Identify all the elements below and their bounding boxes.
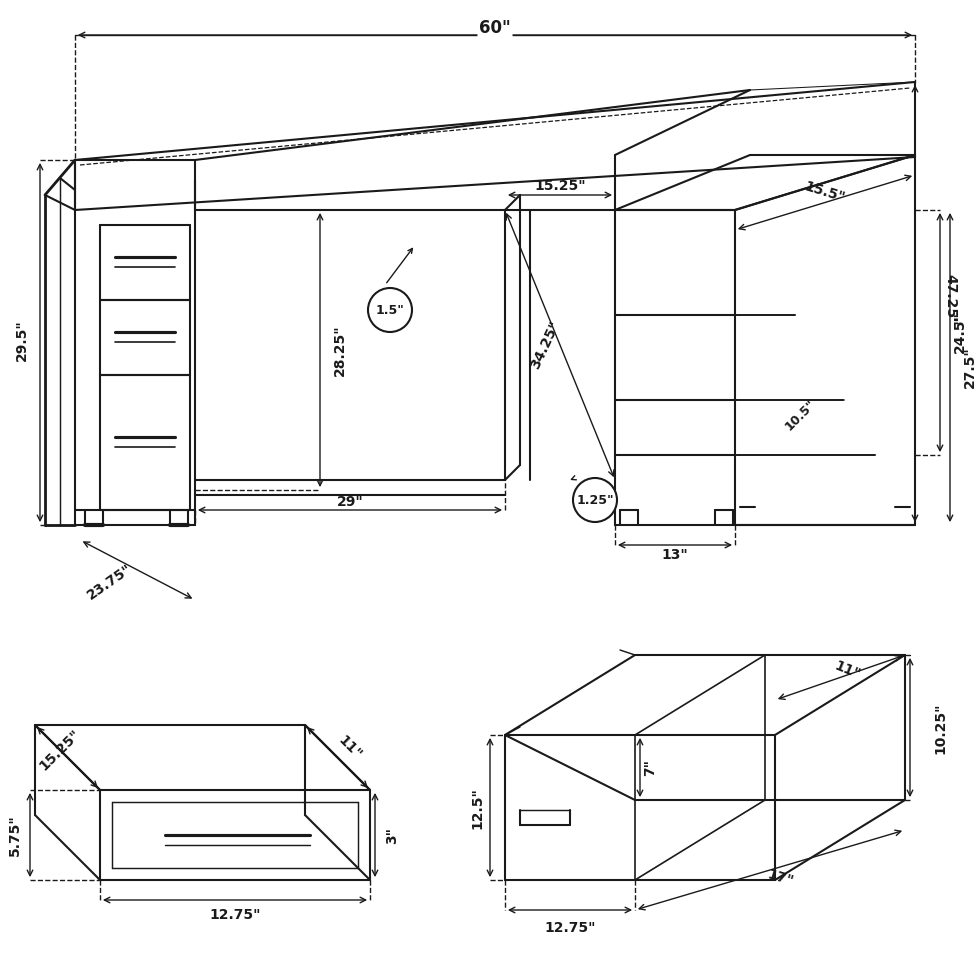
Text: 60": 60" xyxy=(479,19,511,37)
Text: 7": 7" xyxy=(643,760,657,776)
Text: 15.25": 15.25" xyxy=(37,727,83,773)
Text: 47.25": 47.25" xyxy=(943,274,957,325)
Text: 29.5": 29.5" xyxy=(15,319,29,361)
Text: 28.25": 28.25" xyxy=(333,324,347,375)
Text: 10.5": 10.5" xyxy=(782,397,818,433)
Text: 15.5": 15.5" xyxy=(803,179,847,205)
Text: 34.25": 34.25" xyxy=(528,318,563,371)
Circle shape xyxy=(573,478,617,522)
Text: 27.5": 27.5" xyxy=(963,346,977,388)
Text: 15.25": 15.25" xyxy=(534,179,586,193)
Text: 1.5": 1.5" xyxy=(375,304,405,317)
Text: 10.25": 10.25" xyxy=(933,703,947,754)
Text: 11": 11" xyxy=(832,659,862,681)
Text: 12.5": 12.5" xyxy=(470,787,484,829)
Text: 11": 11" xyxy=(335,734,365,762)
Text: 12.75": 12.75" xyxy=(210,908,261,922)
Text: 5.75": 5.75" xyxy=(8,814,22,856)
Text: 24.5": 24.5" xyxy=(953,311,967,353)
Text: 29": 29" xyxy=(336,495,364,509)
Text: 17": 17" xyxy=(765,867,795,889)
Text: 13": 13" xyxy=(662,548,688,562)
Text: 23.75": 23.75" xyxy=(85,562,135,603)
Text: 1.25": 1.25" xyxy=(576,494,613,507)
Circle shape xyxy=(368,288,412,332)
Text: 12.75": 12.75" xyxy=(544,921,596,935)
Text: 3": 3" xyxy=(385,826,399,844)
